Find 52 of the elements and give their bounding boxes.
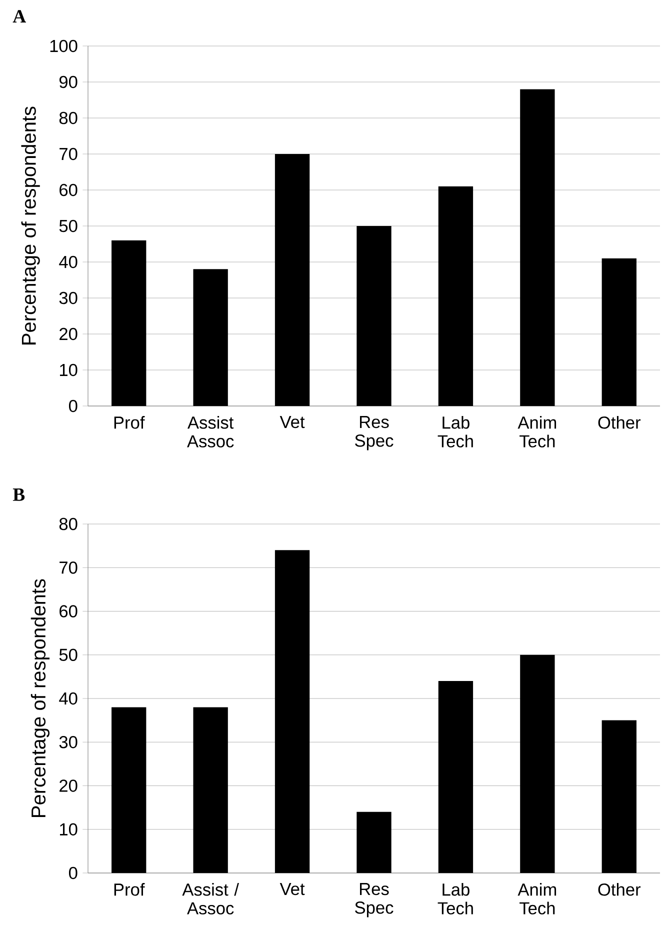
y-tick-label: 10 bbox=[60, 364, 78, 376]
y-tick-label: 30 bbox=[59, 736, 78, 748]
y-tick-label: 40 bbox=[59, 692, 78, 705]
x-tick-label: Prof bbox=[114, 883, 145, 896]
x-tick-label: Assist Assoc bbox=[187, 416, 234, 448]
x-tick-label: Lab Tech bbox=[438, 883, 473, 914]
y-tick-label: 100 bbox=[50, 40, 78, 52]
x-tick-label: Anim Tech bbox=[518, 416, 556, 448]
bar bbox=[193, 707, 228, 873]
x-tick-label: Anim Tech bbox=[518, 883, 556, 914]
y-tick-label: 20 bbox=[60, 780, 78, 792]
y-tick-label: 50 bbox=[59, 648, 78, 662]
y-tick-label: 70 bbox=[60, 148, 78, 160]
bar bbox=[438, 681, 474, 873]
y-tick-label: 10 bbox=[60, 823, 78, 836]
y-axis-title: Percentage of respondents bbox=[21, 106, 40, 344]
bar bbox=[438, 186, 474, 406]
chart-title: B bbox=[12, 488, 25, 501]
bar bbox=[520, 654, 555, 873]
y-tick-label: 50 bbox=[59, 220, 78, 232]
y-tick-label: 0 bbox=[68, 866, 78, 880]
bar bbox=[112, 240, 146, 406]
x-tick-label: Lab Tech bbox=[438, 416, 473, 448]
x-tick-label: Prof bbox=[114, 416, 145, 429]
x-tick-label: Other bbox=[598, 416, 641, 429]
x-tick-label: Vet bbox=[280, 883, 305, 896]
x-tick-label: Assist / Assoc bbox=[182, 883, 239, 914]
chart-title: A bbox=[12, 10, 26, 22]
bar bbox=[112, 707, 146, 873]
bar bbox=[520, 89, 555, 406]
bar bbox=[274, 154, 310, 406]
bar bbox=[193, 269, 228, 406]
bar bbox=[356, 226, 392, 406]
y-tick-label: 60 bbox=[60, 605, 78, 618]
bar bbox=[602, 258, 636, 406]
bar bbox=[356, 812, 392, 873]
y-tick-label: 80 bbox=[59, 112, 78, 124]
y-tick-label: 90 bbox=[59, 76, 78, 88]
y-tick-label: 40 bbox=[59, 256, 78, 268]
y-axis-title: Percentage of respondents bbox=[30, 579, 50, 817]
y-tick-label: 70 bbox=[60, 561, 78, 574]
x-tick-label: Other bbox=[598, 883, 641, 896]
bar bbox=[274, 550, 310, 873]
bar bbox=[602, 720, 636, 873]
x-tick-label: Res Spec bbox=[355, 416, 394, 450]
y-tick-label: 60 bbox=[60, 184, 78, 196]
y-tick-label: 30 bbox=[59, 292, 78, 304]
y-tick-label: 80 bbox=[59, 518, 78, 530]
y-tick-label: 0 bbox=[68, 400, 78, 412]
x-tick-label: Vet bbox=[280, 416, 305, 428]
x-tick-label: Res Spec bbox=[355, 883, 394, 918]
y-tick-label: 20 bbox=[60, 328, 78, 340]
